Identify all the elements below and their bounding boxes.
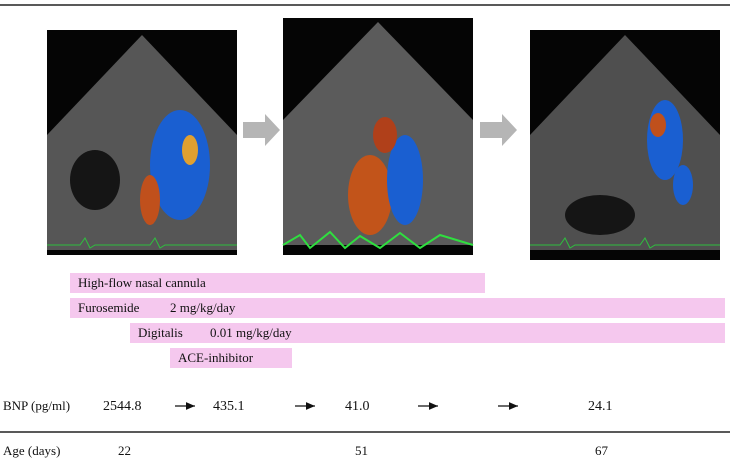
bnp-value: 41.0 <box>345 399 370 414</box>
treatment-bar <box>170 348 292 368</box>
treatment-name: Furosemide <box>78 300 140 315</box>
age-value: 51 <box>355 443 368 458</box>
treatment-bar <box>70 273 485 293</box>
treatment-dose: 0.01 mg/kg/day <box>210 325 292 340</box>
arrow <box>243 114 280 146</box>
treatment-bar <box>70 298 725 318</box>
treatment-dose: 2 mg/kg/day <box>170 300 236 315</box>
echo-image <box>282 18 474 255</box>
age-value: 22 <box>118 443 131 458</box>
echo-image <box>530 30 720 260</box>
bnp-value: 435.1 <box>213 399 245 414</box>
treatment-bar <box>130 323 725 343</box>
bnp-label: BNP (pg/ml) <box>3 398 71 413</box>
treatment-name: High-flow nasal cannula <box>78 275 206 290</box>
arrow <box>480 114 517 146</box>
age-value: 67 <box>595 443 608 458</box>
bnp-value: 24.1 <box>588 399 613 414</box>
bnp-value: 2544.8 <box>103 399 142 414</box>
treatment-name: Digitalis <box>138 325 183 340</box>
age-label: Age (days) <box>3 443 61 458</box>
treatment-name: ACE-inhibitor <box>178 350 254 365</box>
echo-image <box>47 30 237 255</box>
